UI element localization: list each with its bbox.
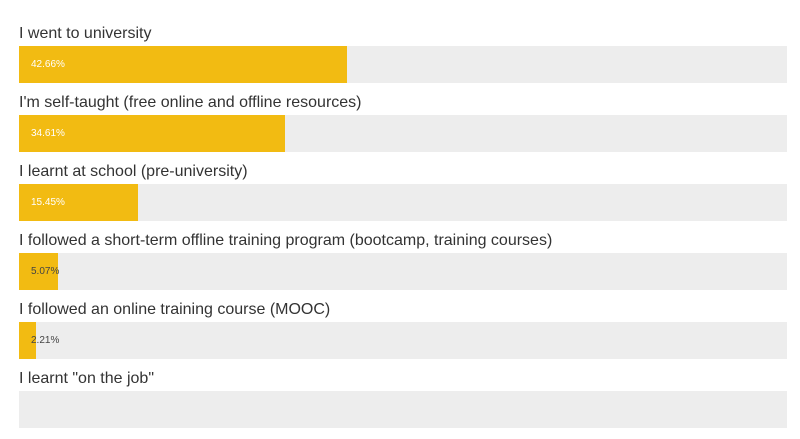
bar-track: 15.45%	[19, 184, 787, 221]
bar-track: 2.21%	[19, 322, 787, 359]
bar-row: I'm self-taught (free online and offline…	[19, 93, 787, 153]
bar	[19, 184, 138, 221]
bar	[19, 46, 347, 83]
category-label: I learnt at school (pre-university)	[19, 163, 248, 180]
bar-row: I followed an online training course (MO…	[19, 300, 787, 360]
bar-row: I learnt "on the job"	[19, 369, 787, 429]
bar-track: 42.66%	[19, 46, 787, 83]
bar	[19, 115, 285, 152]
category-label: I followed an online training course (MO…	[19, 301, 331, 318]
bar-track: 34.61%	[19, 115, 787, 152]
bar-track: 5.07%	[19, 253, 787, 290]
value-label: 15.45%	[31, 197, 65, 208]
bar-row: I went to university 42.66%	[19, 24, 787, 84]
value-label: 34.61%	[31, 128, 65, 139]
value-label: 5.07%	[31, 266, 60, 277]
bar-track	[19, 391, 787, 428]
value-label: 2.21%	[31, 335, 60, 346]
value-label: 42.66%	[31, 59, 65, 70]
category-label: I learnt "on the job"	[19, 370, 154, 387]
category-label: I'm self-taught (free online and offline…	[19, 94, 362, 111]
category-label: I followed a short-term offline training…	[19, 232, 553, 249]
bar	[19, 253, 58, 290]
bar	[19, 322, 36, 359]
bar-row: I followed a short-term offline training…	[19, 231, 787, 291]
category-label: I went to university	[19, 25, 152, 42]
bar-row: I learnt at school (pre-university) 15.45…	[19, 162, 787, 222]
